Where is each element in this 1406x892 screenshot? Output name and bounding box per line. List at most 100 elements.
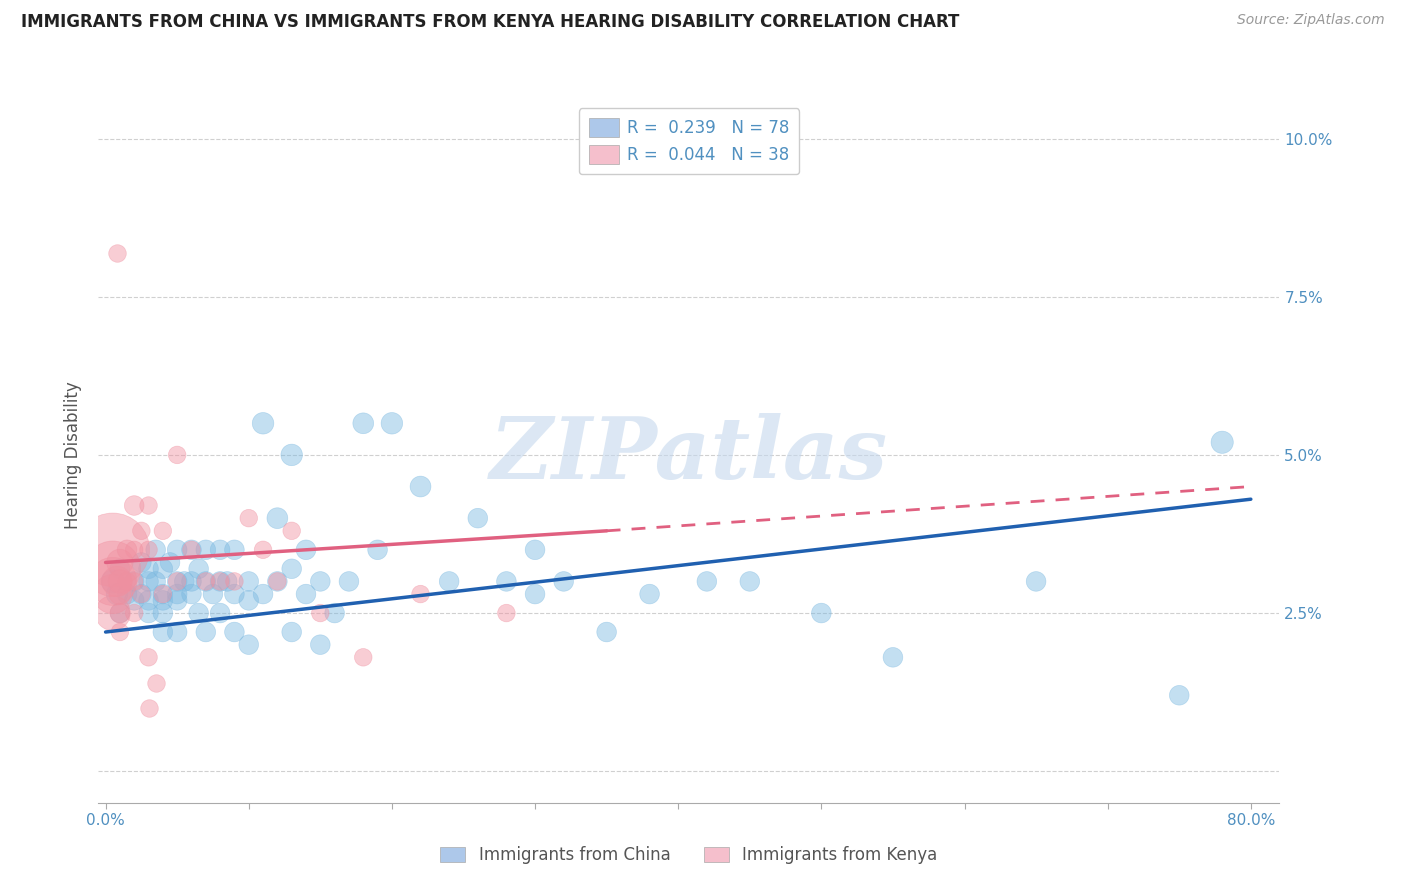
Point bbox=[266, 511, 288, 525]
Point bbox=[108, 556, 131, 570]
Point bbox=[201, 587, 224, 601]
Point bbox=[495, 574, 517, 589]
Point bbox=[209, 574, 232, 589]
Point bbox=[138, 593, 160, 607]
Point bbox=[1168, 688, 1191, 702]
Point bbox=[108, 606, 131, 620]
Point bbox=[131, 587, 153, 601]
Point bbox=[238, 593, 260, 607]
Point bbox=[131, 556, 153, 570]
Point bbox=[280, 448, 302, 462]
Point bbox=[173, 574, 195, 589]
Point bbox=[882, 650, 904, 665]
Point bbox=[159, 556, 181, 570]
Point bbox=[1025, 574, 1047, 589]
Text: ZIPatlas: ZIPatlas bbox=[489, 413, 889, 497]
Point bbox=[105, 587, 128, 601]
Point bbox=[238, 638, 260, 652]
Point bbox=[180, 542, 202, 557]
Point bbox=[138, 562, 160, 576]
Point bbox=[122, 499, 145, 513]
Y-axis label: Hearing Disability: Hearing Disability bbox=[65, 381, 83, 529]
Point bbox=[194, 574, 217, 589]
Point bbox=[280, 562, 302, 576]
Point bbox=[553, 574, 575, 589]
Point bbox=[166, 448, 188, 462]
Point bbox=[122, 593, 145, 607]
Point bbox=[108, 562, 131, 576]
Point bbox=[238, 511, 260, 525]
Point bbox=[209, 574, 232, 589]
Point bbox=[180, 587, 202, 601]
Point bbox=[266, 574, 288, 589]
Point bbox=[252, 417, 274, 431]
Point bbox=[115, 587, 138, 601]
Point bbox=[101, 587, 124, 601]
Point bbox=[166, 574, 188, 589]
Point bbox=[187, 562, 209, 576]
Point bbox=[108, 574, 131, 589]
Point bbox=[367, 542, 389, 557]
Point bbox=[180, 542, 202, 557]
Point bbox=[108, 587, 131, 601]
Point bbox=[209, 542, 232, 557]
Point bbox=[1211, 435, 1233, 450]
Point bbox=[337, 574, 360, 589]
Point bbox=[166, 625, 188, 640]
Point bbox=[252, 587, 274, 601]
Point bbox=[309, 574, 332, 589]
Point bbox=[152, 562, 174, 576]
Point bbox=[101, 542, 124, 557]
Point bbox=[224, 587, 246, 601]
Point bbox=[108, 606, 131, 620]
Point bbox=[238, 574, 260, 589]
Point bbox=[138, 650, 160, 665]
Text: IMMIGRANTS FROM CHINA VS IMMIGRANTS FROM KENYA HEARING DISABILITY CORRELATION CH: IMMIGRANTS FROM CHINA VS IMMIGRANTS FROM… bbox=[21, 13, 959, 31]
Point bbox=[131, 524, 153, 538]
Point bbox=[101, 562, 124, 576]
Text: Source: ZipAtlas.com: Source: ZipAtlas.com bbox=[1237, 13, 1385, 28]
Point bbox=[131, 587, 153, 601]
Point bbox=[138, 499, 160, 513]
Point bbox=[122, 606, 145, 620]
Point bbox=[209, 606, 232, 620]
Point bbox=[495, 606, 517, 620]
Point bbox=[409, 479, 432, 493]
Point bbox=[224, 574, 246, 589]
Point bbox=[166, 542, 188, 557]
Point bbox=[295, 587, 318, 601]
Point bbox=[266, 574, 288, 589]
Point bbox=[152, 593, 174, 607]
Point bbox=[138, 542, 160, 557]
Point bbox=[145, 542, 167, 557]
Point bbox=[194, 574, 217, 589]
Point bbox=[101, 606, 124, 620]
Point bbox=[145, 574, 167, 589]
Point bbox=[323, 606, 346, 620]
Point bbox=[738, 574, 761, 589]
Point bbox=[138, 574, 160, 589]
Point bbox=[166, 574, 188, 589]
Point bbox=[115, 542, 138, 557]
Point bbox=[295, 542, 318, 557]
Point bbox=[309, 606, 332, 620]
Point bbox=[122, 574, 145, 589]
Point bbox=[810, 606, 832, 620]
Point bbox=[352, 417, 374, 431]
Point bbox=[352, 650, 374, 665]
Point bbox=[138, 606, 160, 620]
Point bbox=[101, 574, 124, 589]
Point bbox=[166, 593, 188, 607]
Point bbox=[138, 701, 160, 715]
Point bbox=[152, 587, 174, 601]
Point bbox=[309, 638, 332, 652]
Point bbox=[252, 542, 274, 557]
Point bbox=[152, 606, 174, 620]
Point bbox=[696, 574, 718, 589]
Point bbox=[105, 574, 128, 589]
Point bbox=[437, 574, 460, 589]
Point bbox=[467, 511, 489, 525]
Point bbox=[224, 625, 246, 640]
Point bbox=[409, 587, 432, 601]
Point bbox=[180, 574, 202, 589]
